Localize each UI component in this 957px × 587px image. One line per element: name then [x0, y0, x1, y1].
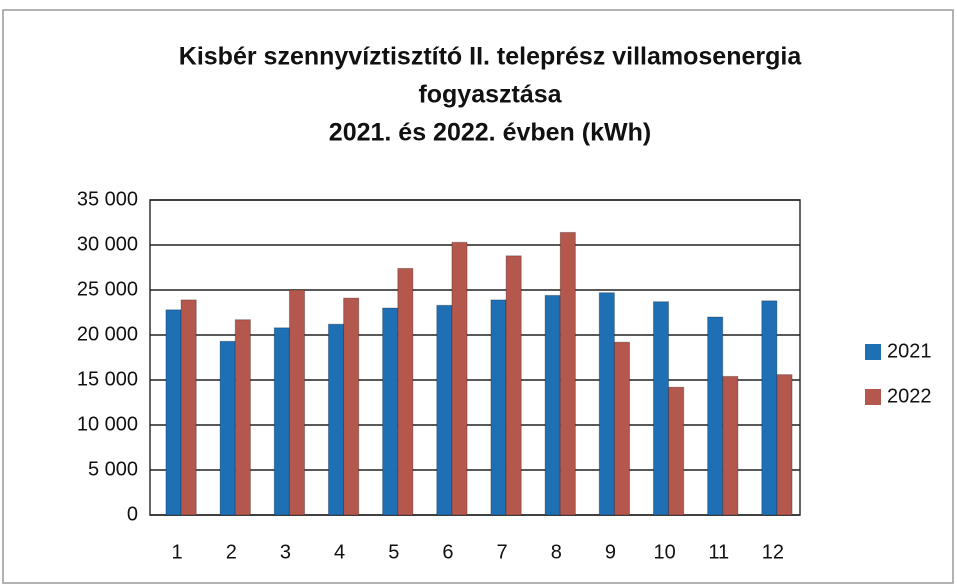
y-tick-label: 0: [127, 503, 138, 525]
bar: [382, 307, 399, 516]
bar: [544, 294, 561, 516]
y-tick-label: 10 000: [77, 413, 138, 435]
y-tick-label: 35 000: [77, 188, 138, 210]
chart-title: fogyasztása: [418, 81, 562, 109]
bar: [327, 323, 345, 516]
y-tick-label: 15 000: [77, 368, 138, 390]
bar: [598, 292, 615, 516]
bar: [234, 319, 251, 516]
bar: [505, 255, 522, 516]
bar: [761, 300, 778, 516]
legend-label: 2021: [887, 340, 932, 362]
bar: [436, 304, 453, 516]
legend-swatch: [865, 389, 881, 405]
bar: [722, 375, 739, 516]
x-tick-label: 8: [551, 541, 562, 563]
legend-label: 2022: [887, 385, 932, 407]
x-tick-label: 1: [172, 541, 183, 563]
x-tick-label: 3: [280, 541, 291, 563]
bar: [219, 340, 236, 516]
x-tick-label: 12: [762, 541, 784, 563]
bar: [343, 297, 360, 516]
y-tick-label: 30 000: [77, 233, 138, 255]
chart-title: Kisbér szennyvíztisztító II. teleprész v…: [179, 43, 803, 71]
bar: [559, 231, 576, 516]
bar: [613, 341, 631, 516]
x-tick-label: 6: [442, 541, 453, 563]
chart-title: 2021. és 2022. évben (kWh): [329, 119, 651, 147]
x-tick-label: 7: [497, 541, 508, 563]
bar: [451, 241, 468, 516]
bar: [273, 327, 290, 516]
bar: [652, 301, 670, 516]
legend-swatch: [865, 344, 881, 360]
bar: [288, 289, 306, 516]
bar: [490, 299, 507, 516]
bar: [707, 316, 724, 516]
x-tick-label: 10: [653, 541, 675, 563]
bar: [180, 299, 197, 516]
y-tick-label: 25 000: [77, 278, 138, 300]
x-tick-label: 5: [388, 541, 399, 563]
bar: [776, 374, 793, 516]
bar: [668, 386, 685, 516]
bar: [397, 267, 414, 516]
x-tick-label: 11: [708, 541, 729, 563]
bar: [165, 309, 182, 516]
y-tick-label: 5 000: [88, 458, 138, 480]
x-tick-label: 4: [334, 541, 345, 563]
y-tick-label: 20 000: [77, 323, 138, 345]
x-tick-label: 2: [226, 541, 237, 563]
x-tick-label: 9: [605, 541, 616, 563]
plot-area: [149, 199, 801, 516]
